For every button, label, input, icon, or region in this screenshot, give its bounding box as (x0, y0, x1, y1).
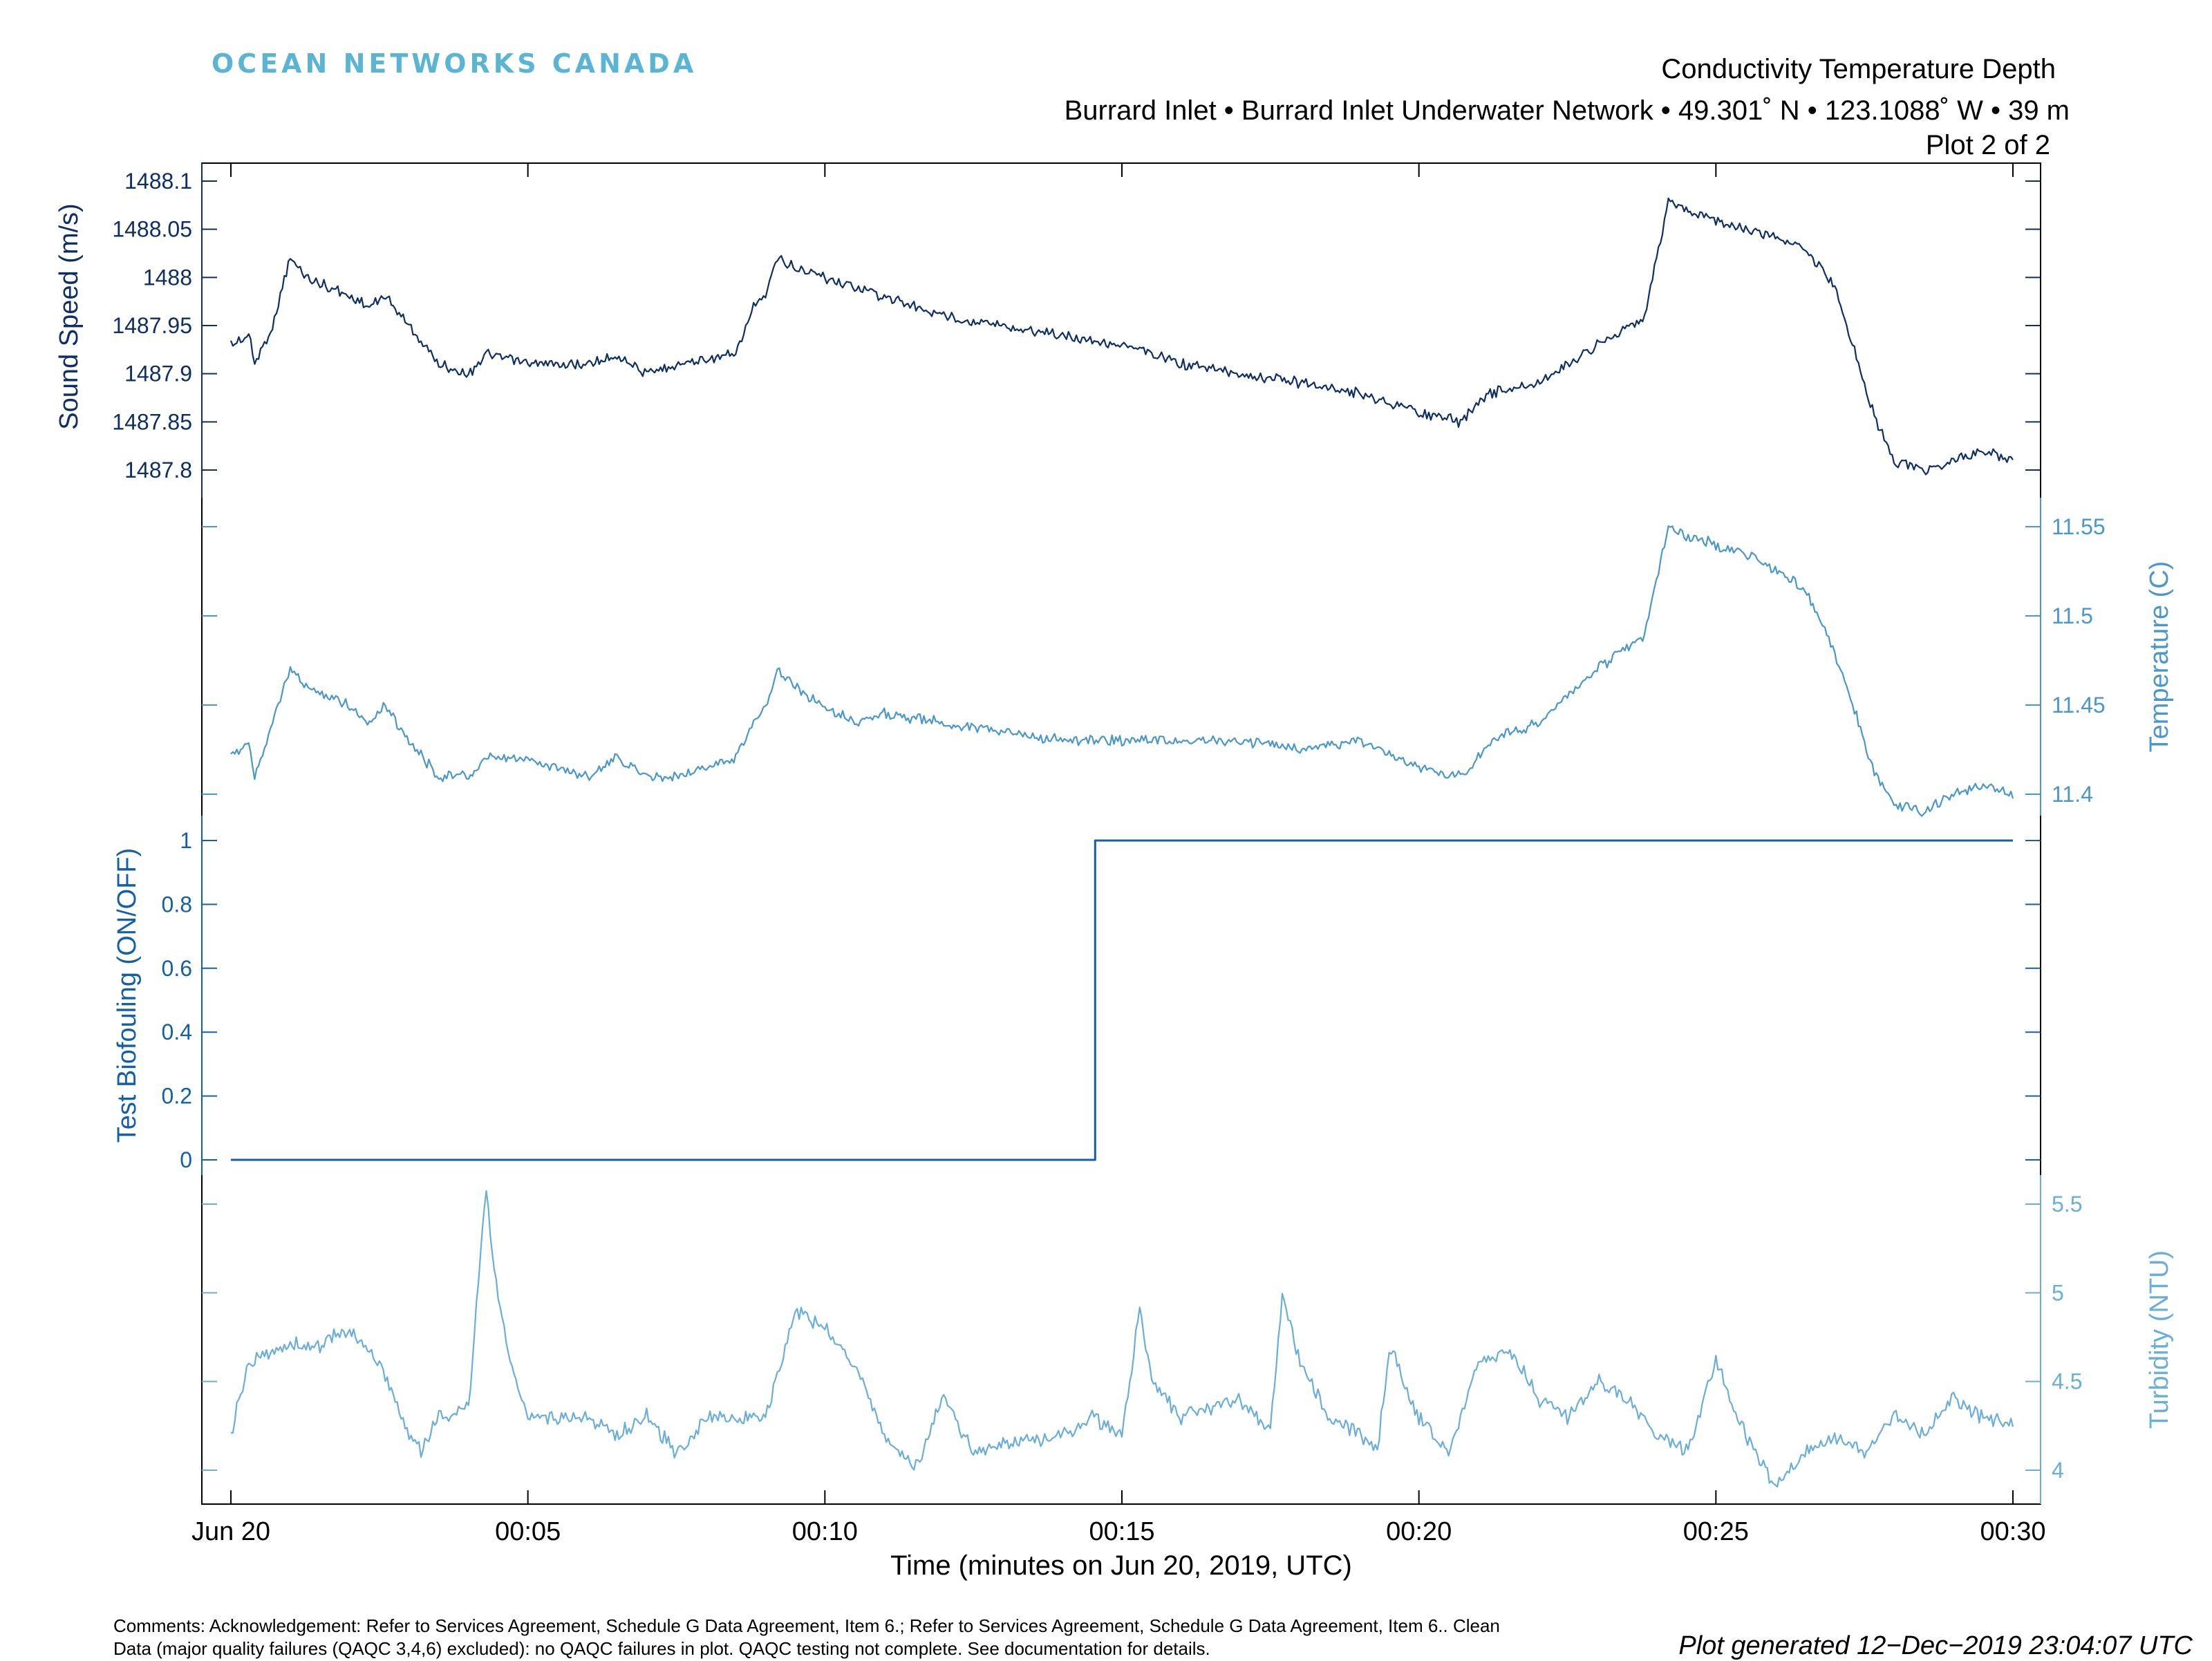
biofouling-tick-label: 0.2 (162, 1084, 192, 1109)
temperature-axis-label: Temperature (C) (2145, 561, 2174, 753)
temperature-tick-label: 11.45 (2052, 693, 2106, 717)
sound_speed-axis-label: Sound Speed (m/s) (55, 203, 84, 429)
sound_speed-tick-label: 1487.85 (112, 409, 192, 434)
turbidity-tick-label: 5 (2052, 1280, 2064, 1305)
sound_speed-tick-label: 1487.8 (124, 458, 192, 482)
plot-number: Plot 2 of 2 (1925, 130, 2050, 160)
sound_speed-tick-label: 1487.9 (124, 362, 192, 386)
temperature-tick-label: 11.5 (2052, 603, 2093, 628)
brand-logo-text: OCEAN NETWORKS CANADA (212, 48, 697, 79)
x-tick-label: 00:30 (1980, 1517, 2045, 1546)
sound_speed-tick-label: 1488 (143, 265, 192, 290)
turbidity-axis-label: Turbidity (NTU) (2145, 1250, 2174, 1429)
biofouling-axis-label: Test Biofouling (ON/OFF) (113, 848, 142, 1143)
sound_speed-tick-label: 1488.05 (112, 217, 192, 242)
sound_speed-series-line (229, 197, 2014, 476)
turbidity-tick-label: 4.5 (2052, 1369, 2082, 1394)
plot-generated-timestamp: Plot generated 12−Dec−2019 23:04:07 UTC (1678, 1631, 2193, 1660)
chart-subtitle: Burrard Inlet • Burrard Inlet Underwater… (1064, 95, 2070, 126)
x-tick-label: 00:15 (1089, 1517, 1154, 1546)
chart-title: Conductivity Temperature Depth (1661, 54, 2056, 84)
temperature-tick-label: 11.4 (2052, 782, 2093, 807)
biofouling-tick-label: 0 (180, 1147, 192, 1172)
temperature-tick-label: 11.55 (2052, 514, 2106, 539)
x-tick-label: 00:10 (792, 1517, 858, 1546)
sound_speed-tick-label: 1487.95 (112, 313, 192, 338)
biofouling-tick-label: 0.8 (162, 892, 192, 917)
comments-line-1: Comments: Acknowledgement: Refer to Serv… (113, 1615, 1500, 1636)
turbidity-tick-label: 5.5 (2052, 1192, 2082, 1217)
comments-line-2: Data (major quality failures (QAQC 3,4,6… (113, 1638, 1210, 1659)
comments: Comments: Acknowledgement: Refer to Serv… (113, 1615, 1703, 1660)
turbidity-series-line (230, 1190, 2014, 1488)
biofouling-tick-label: 0.4 (162, 1020, 192, 1044)
x-tick-label: 00:05 (495, 1517, 561, 1546)
x-axis-label: Time (minutes on Jun 20, 2019, UTC) (890, 1550, 1352, 1581)
sound_speed-tick-label: 1488.1 (124, 169, 192, 194)
x-tick-label: 00:20 (1386, 1517, 1452, 1546)
biofouling-tick-label: 1 (180, 828, 192, 853)
x-tick-label: Jun 20 (191, 1517, 270, 1546)
temperature-series-line (230, 525, 2014, 817)
biofouling-series-line (231, 839, 2013, 1161)
x-tick-label: 00:25 (1683, 1517, 1749, 1546)
biofouling-tick-label: 0.6 (162, 956, 192, 981)
turbidity-tick-label: 4 (2052, 1458, 2064, 1483)
